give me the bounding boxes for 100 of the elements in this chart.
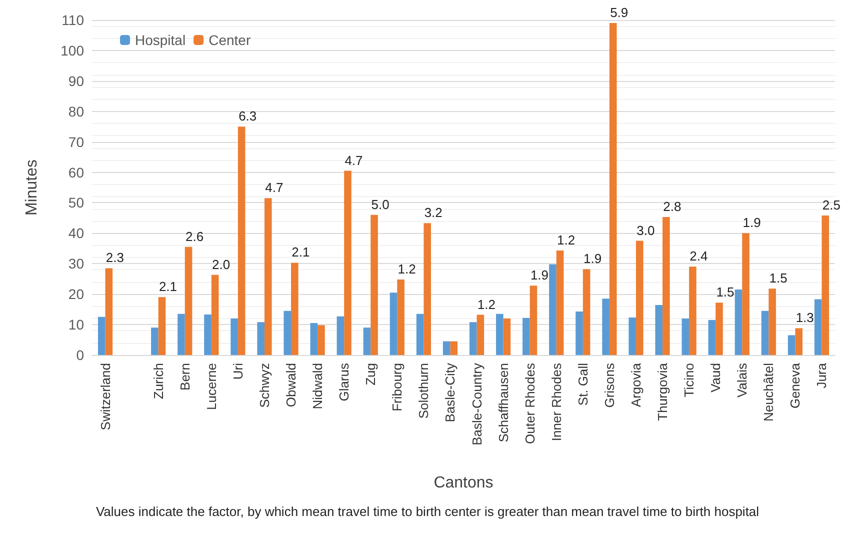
bar (814, 299, 822, 355)
bar (602, 298, 610, 355)
bar (264, 198, 272, 355)
annotation: 4.7 (344, 152, 363, 168)
bar (582, 269, 590, 355)
y-axis-title: Minutes (24, 159, 40, 216)
text: Values indicate the factor, by which mean travel time to birth center is greater than mean travel time to birth hospital (96, 504, 760, 519)
bar (105, 268, 113, 355)
bar (795, 328, 802, 355)
bar (204, 314, 212, 355)
bar (230, 318, 238, 355)
x-tick-label: Bern (177, 363, 192, 390)
bar (158, 297, 166, 355)
annotation: 3.2 (424, 205, 442, 220)
bar (211, 274, 219, 355)
x-tick-label: Schaffhausen (496, 363, 511, 442)
legend-label: Hospital (135, 32, 186, 48)
y-tick-label: 40 (68, 225, 84, 242)
annotation: 1.9 (742, 215, 761, 230)
bar (556, 250, 564, 355)
annotation: 1.3 (796, 310, 814, 326)
annotation: 4.7 (265, 180, 284, 196)
x-tick-label: Neuchâtel (761, 362, 776, 422)
bar (257, 322, 264, 355)
bar (530, 286, 538, 355)
bar (469, 322, 477, 355)
annotation: 1.2 (477, 296, 496, 312)
bar (734, 290, 742, 355)
x-tick-label: Zug (363, 363, 378, 386)
annotation: 5.0 (371, 196, 390, 212)
x-axis-title: Cantons (434, 474, 494, 492)
bar (496, 314, 504, 355)
bar (742, 233, 750, 355)
bar (662, 217, 670, 355)
bar (424, 223, 431, 355)
annotation: 2.3 (106, 250, 124, 266)
x-tick-label: St. Gall (575, 362, 590, 406)
x-tick-label: Obwald (284, 363, 299, 408)
bar (636, 240, 644, 355)
bar (98, 316, 106, 355)
x-tick-label: Zurich (150, 363, 166, 400)
annotation: 1.2 (556, 232, 576, 248)
x-tick-label: Thurgovia (655, 362, 670, 421)
bar (476, 314, 484, 355)
x-tick-label: Geneva (788, 362, 803, 409)
x-tick-label: Basle-Country (469, 362, 484, 446)
bar (336, 316, 344, 355)
y-tick-label: 20 (68, 286, 84, 302)
annotation: 2.1 (292, 244, 310, 260)
annotation: 1.9 (584, 251, 602, 266)
bar (184, 246, 192, 355)
annotation: 2.4 (690, 248, 708, 264)
x-tick-label: Ticino (682, 363, 697, 398)
annotation: 2.5 (822, 198, 840, 213)
bar (291, 262, 298, 355)
annotation: 2.6 (185, 228, 204, 244)
y-tick-label: 0 (76, 347, 84, 363)
bar (716, 302, 723, 355)
bar (682, 318, 690, 355)
bar (370, 214, 378, 355)
bar (768, 288, 776, 355)
bar (151, 328, 158, 355)
x-tick-label: Basle-City (442, 362, 458, 422)
bar (238, 126, 246, 355)
bar (822, 216, 830, 355)
bar (761, 310, 769, 355)
bar (788, 335, 796, 355)
annotation: 1.2 (398, 261, 416, 276)
bar (390, 292, 398, 355)
annotation: 3.0 (636, 222, 655, 238)
bar (344, 170, 352, 355)
bar (318, 325, 325, 355)
annotation: 2.1 (158, 279, 178, 294)
annotation: 2.8 (663, 199, 682, 214)
x-tick-label: Valais (734, 362, 750, 398)
x-tick-label: Outer Rhodes (522, 362, 538, 444)
x-tick-label: Solothurn (416, 363, 432, 419)
bar (178, 314, 185, 355)
bar (689, 266, 696, 355)
bar (450, 341, 458, 355)
bar (397, 279, 404, 355)
x-tick-label: Nidwald (310, 363, 326, 410)
y-tick-label: 60 (68, 164, 84, 180)
y-tick-label: 100 (60, 42, 84, 58)
bar (284, 310, 292, 355)
bar (503, 318, 511, 355)
y-tick-label: 50 (68, 194, 84, 211)
bar (708, 320, 716, 355)
x-tick-label: Uri (230, 362, 246, 380)
bar (655, 305, 663, 355)
x-tick-label: Jura (814, 362, 830, 388)
y-tick-label: 10 (68, 316, 84, 333)
bar (576, 311, 583, 355)
annotation: 5.9 (610, 5, 628, 20)
bar (416, 314, 424, 355)
legend-label: Center (208, 32, 251, 48)
annotation: 6.3 (238, 108, 257, 124)
y-tick-label: 70 (68, 134, 84, 150)
bar (628, 318, 636, 355)
x-tick-label: Fribourg (390, 363, 405, 412)
